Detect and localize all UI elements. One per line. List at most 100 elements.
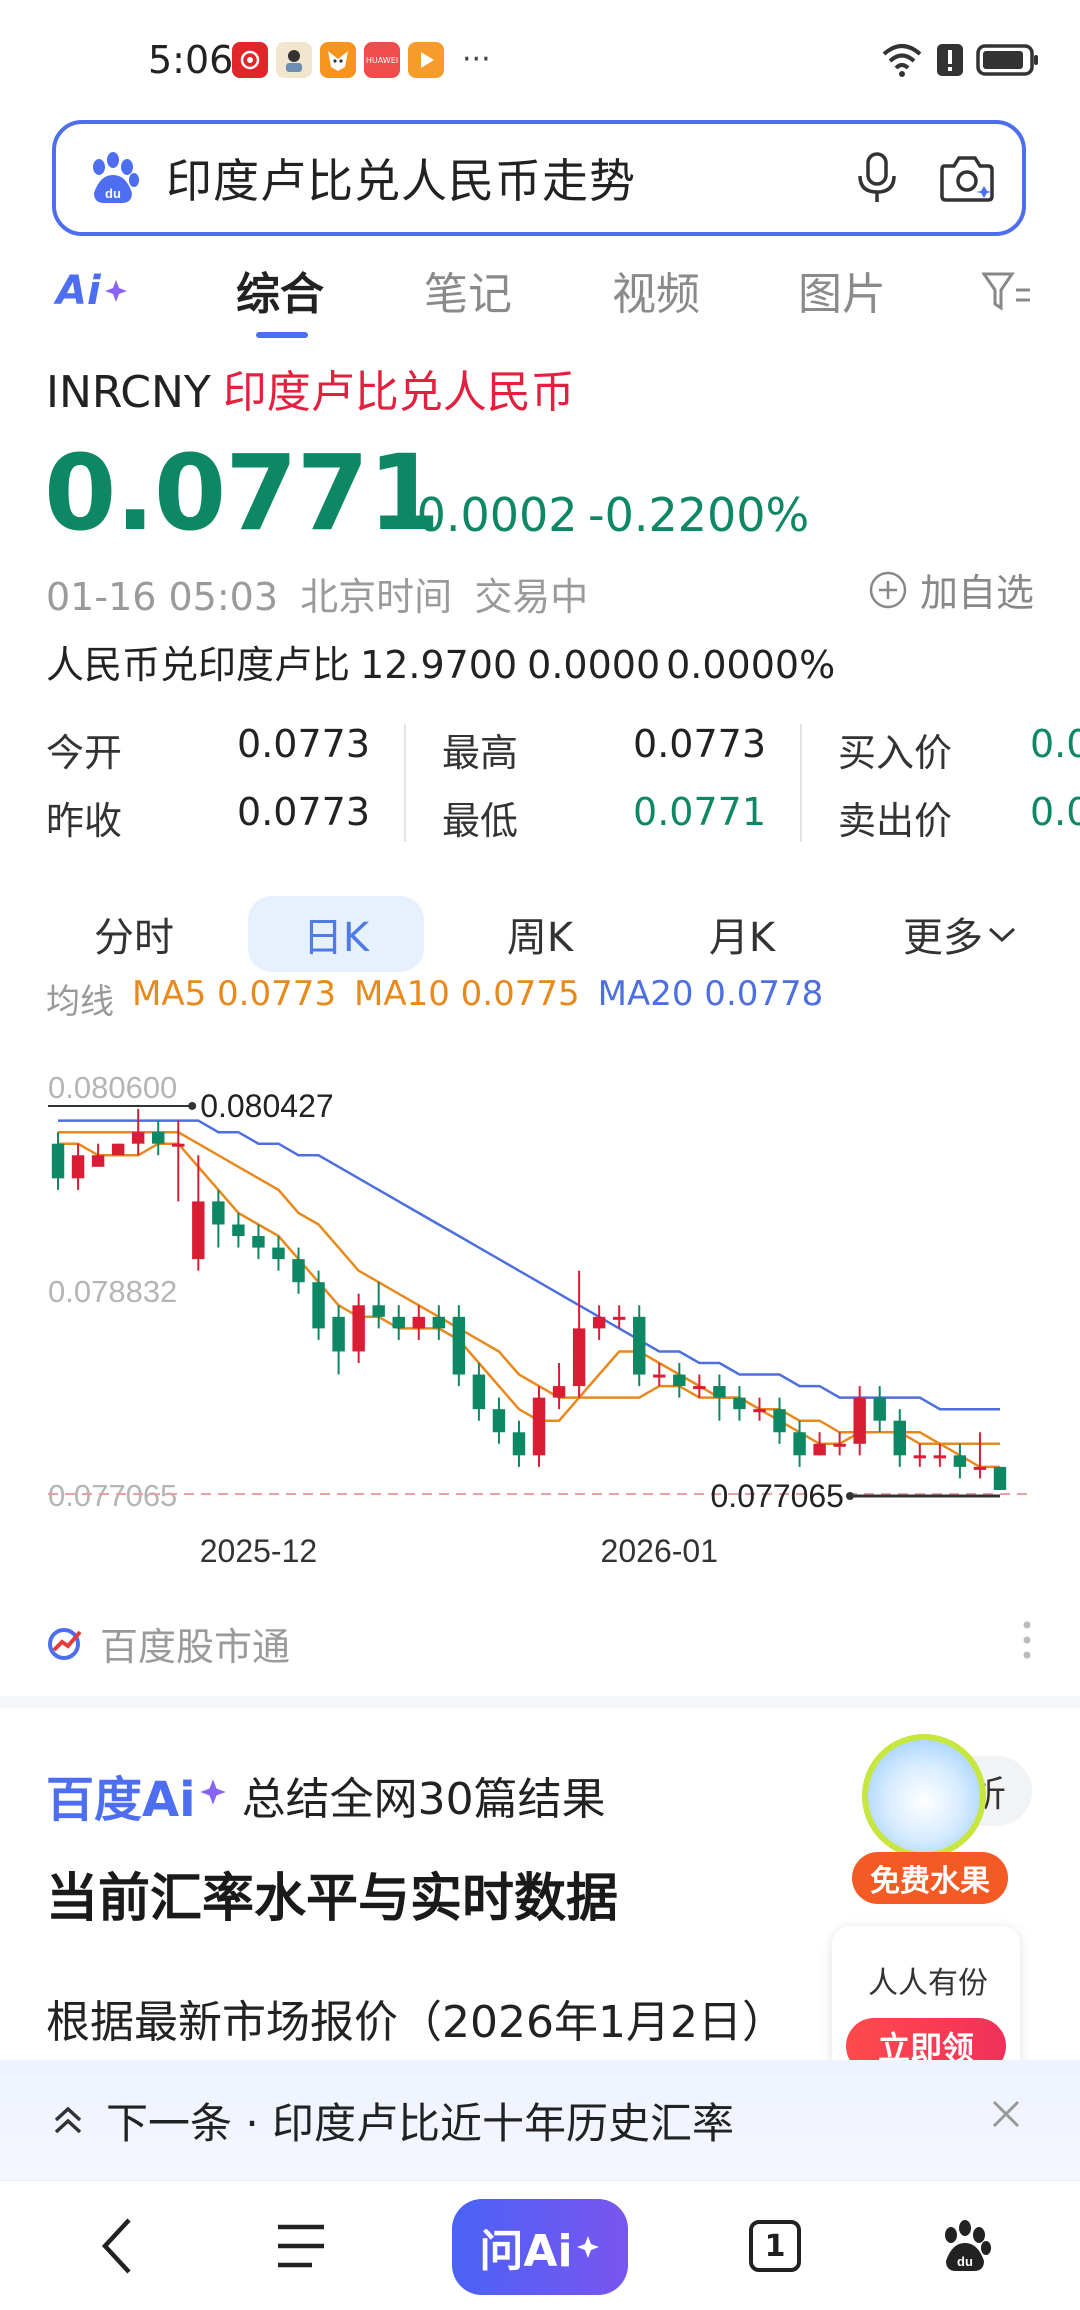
candle-body [492,1409,506,1433]
tab-ai[interactable]: Ai [56,268,129,314]
baidu-paw-icon[interactable]: du [84,149,142,207]
status-right [880,42,1040,78]
promo-card-text: 人人有份 [868,1966,988,2001]
ticker-title: INRCNY 印度卢比兑人民币 [46,356,575,420]
ai-tab-label: Ai [56,268,101,314]
candle-body [392,1316,405,1329]
active-tab-indicator [256,332,308,338]
back-icon[interactable] [82,2211,152,2281]
sparkle-icon [104,280,127,302]
candle-body [512,1432,526,1456]
candle-body [172,1143,185,1147]
chevron-down-icon [988,927,1016,943]
svg-text:du: du [957,2254,973,2269]
ticker-name: 印度卢比兑人民币 [222,367,575,418]
candle-body [71,1155,85,1179]
search-bar[interactable]: du 印度卢比兑人民币走势 [52,120,1026,236]
promo-ball-icon[interactable] [862,1734,986,1858]
camera-search-icon[interactable] [936,147,998,209]
candle-body [272,1247,285,1260]
close-icon[interactable] [988,2096,1024,2132]
fox-app-icon [320,42,356,78]
notification-icons: HUAWEI ··· [232,42,491,78]
y-tick-label: 0.077065 [48,1478,177,1513]
reverse-rate[interactable]: 人民币兑印度卢比 12.9700 0.0000 0.0000% [46,634,835,689]
stats-divider [404,724,406,842]
microphone-icon[interactable] [846,147,908,209]
search-tabs: Ai 综合 笔记 视频 图片 [0,258,1080,338]
period-tab-more[interactable]: 更多 [870,896,1050,972]
candle-body [933,1455,947,1459]
tab-count-box: 1 [749,2220,801,2272]
price-change-pct: -0.2200% [588,488,810,542]
candle-body [993,1466,1007,1490]
ticker-symbol: INRCNY [46,367,211,418]
add-favorite-button[interactable]: 加自选 [868,562,1034,617]
more-options-icon[interactable] [1022,1620,1032,1660]
candle-body [893,1420,906,1456]
candle-body [813,1443,826,1456]
svg-text:du: du [105,186,121,201]
next-article-banner[interactable]: 下一条 · 印度卢比近十年历史汇率 [0,2060,1080,2180]
open-label: 今开 [46,731,123,775]
bottom-nav: 问Ai 1 du [0,2180,1080,2310]
menu-icon[interactable] [266,2211,336,2281]
source-name: 百度股市通 [100,1625,291,1669]
section-separator [0,1696,1080,1708]
open-value: 0.0773 [237,722,370,766]
game-avatar-icon [276,42,312,78]
candle-body [633,1316,646,1375]
candle-body [853,1397,866,1444]
candle-body [592,1316,606,1329]
period-tab-intraday[interactable]: 分时 [94,915,174,961]
candle-body [232,1224,245,1237]
baidu-home-icon[interactable]: du [930,2211,1000,2281]
x-tick-label: 2025-12 [200,1533,317,1569]
ma5-line [58,1142,1000,1469]
candle-body [713,1386,726,1398]
reverse-price: 12.9700 [360,643,518,687]
stats-divider [800,724,802,842]
kline-chart[interactable]: 0.080600 0.078832 0.077065 0.080427 0.077065… [0,1040,1080,1580]
promo-tag[interactable]: 免费水果 [852,1852,1008,1904]
candle-body [973,1466,987,1470]
period-tab-daily[interactable]: 日K [248,896,424,972]
ma5-value: MA5 0.0773 [132,974,336,1014]
candle-body [452,1316,466,1375]
ask-ai-button[interactable]: 问Ai [452,2199,628,2295]
tab-notes[interactable]: 笔记 [424,269,512,320]
data-source[interactable]: 百度股市通 [46,1616,290,1671]
tab-count: 1 [764,2228,786,2264]
quote-timestamp: 01-16 05:03 [46,575,279,619]
ask-value: 0.0 [1030,790,1080,834]
max-price-label: 0.080427 [200,1088,333,1124]
candle-body [252,1236,265,1248]
ask-ai-label: 问Ai [479,2226,573,2277]
tabs-count-button[interactable]: 1 [740,2211,810,2281]
alert-icon [937,44,963,76]
netease-music-icon [232,42,268,78]
ask-label: 卖出价 [838,799,953,843]
candle-body [793,1432,806,1456]
prev-close-label: 昨收 [46,799,123,843]
tab-images[interactable]: 图片 [798,269,886,320]
candle-body [131,1132,145,1144]
min-price-label: 0.077065 [711,1478,844,1514]
search-input[interactable]: 印度卢比兑人民币走势 [166,154,636,208]
tab-comprehensive[interactable]: 综合 [236,269,324,320]
period-tab-weekly[interactable]: 周K [506,915,574,961]
candle-body [51,1143,65,1179]
period-tab-more-label: 更多 [903,915,983,961]
candle-body [913,1455,927,1459]
double-chevron-up-icon [54,2106,82,2134]
candle-body [152,1132,165,1144]
reverse-label: 人民币兑印度卢比 [46,643,351,687]
quote-status: 交易中 [474,575,589,619]
tab-video[interactable]: 视频 [612,269,700,320]
huawei-badge-text: HUAWEI [365,55,399,65]
battery-icon [976,44,1038,76]
candle-body [312,1282,325,1329]
filter-icon[interactable] [982,272,1032,312]
period-tab-monthly[interactable]: 月K [708,915,776,961]
candle-body [432,1316,446,1329]
